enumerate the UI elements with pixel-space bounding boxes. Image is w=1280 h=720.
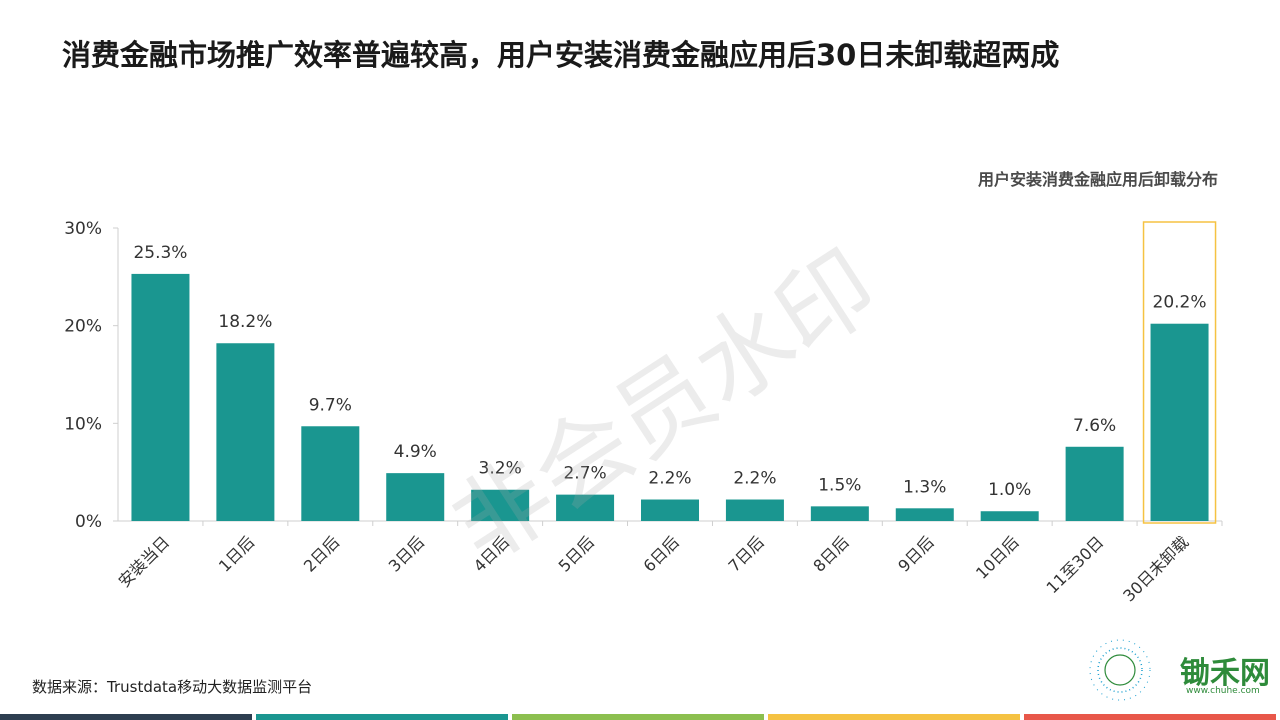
bar (641, 499, 699, 521)
data-label: 1.3% (903, 477, 946, 497)
data-label: 4.9% (394, 442, 437, 462)
y-tick-label: 0% (75, 512, 102, 532)
x-category-label: 30日未卸载 (1119, 532, 1192, 605)
bar-chart: 0% 10% 20% 30% 25.3% 安装当日 18.2% 1日后 9.7% 2日后 4.9% 3… (64, 219, 1223, 605)
x-category-label: 11至30日 (1043, 532, 1108, 597)
data-label: 1.0% (988, 480, 1031, 500)
data-label: 2.2% (648, 469, 691, 489)
bar (301, 426, 360, 521)
footer-color-bar (0, 714, 1280, 720)
bar (556, 494, 615, 521)
footer-segment (512, 714, 764, 720)
y-tick-label: 30% (64, 219, 102, 239)
bar (725, 499, 784, 521)
x-category-label: 1日后 (215, 532, 258, 575)
footer-segment (256, 714, 508, 720)
bar (131, 273, 190, 521)
x-category-label: 9日后 (894, 532, 937, 575)
footer-segment (1024, 714, 1276, 720)
x-category-label: 3日后 (385, 532, 428, 575)
data-label: 18.2% (218, 312, 272, 332)
x-category-label: 10日后 (972, 532, 1022, 582)
footer-segment (0, 714, 252, 720)
data-label: 7.6% (1073, 416, 1116, 436)
x-category-label: 4日后 (470, 532, 513, 575)
bar (216, 343, 275, 521)
y-tick-label: 10% (64, 414, 102, 434)
x-category-label: 7日后 (724, 532, 767, 575)
x-category-label: 6日后 (640, 532, 683, 575)
chuhe-logo-icon (1089, 639, 1151, 701)
x-category-label: 2日后 (300, 532, 343, 575)
bar (1150, 323, 1209, 521)
data-label: 20.2% (1153, 293, 1207, 313)
bar (895, 508, 954, 521)
bar (810, 506, 869, 521)
data-label: 2.7% (563, 464, 606, 484)
data-label: 9.7% (309, 395, 352, 415)
highlight-box (1142, 221, 1217, 524)
bar (1065, 446, 1124, 521)
x-category-label: 5日后 (555, 532, 598, 575)
chart-subtitle: 用户安装消费金融应用后卸载分布 (977, 170, 1218, 189)
page-title: 消费金融市场推广效率普遍较高，用户安装消费金融应用后30日未卸载超两成 (62, 38, 1060, 72)
bar (471, 489, 530, 521)
x-category-label: 8日后 (809, 532, 852, 575)
data-label: 3.2% (479, 459, 522, 479)
data-label: 2.2% (733, 469, 776, 489)
bar (386, 473, 445, 521)
logo-text: 锄禾网 (1180, 656, 1270, 691)
footer-segment (768, 714, 1020, 720)
logo-url: www.chuhe.com (1186, 686, 1260, 696)
y-tick-label: 20% (64, 317, 102, 337)
data-label: 25.3% (133, 243, 187, 263)
data-label: 1.5% (818, 475, 861, 495)
data-source-note: 数据来源：Trustdata移动大数据监测平台 (32, 678, 313, 696)
bar (980, 511, 1039, 521)
x-category-label: 安装当日 (115, 532, 174, 591)
logo-sunburst-icon (1089, 639, 1151, 701)
